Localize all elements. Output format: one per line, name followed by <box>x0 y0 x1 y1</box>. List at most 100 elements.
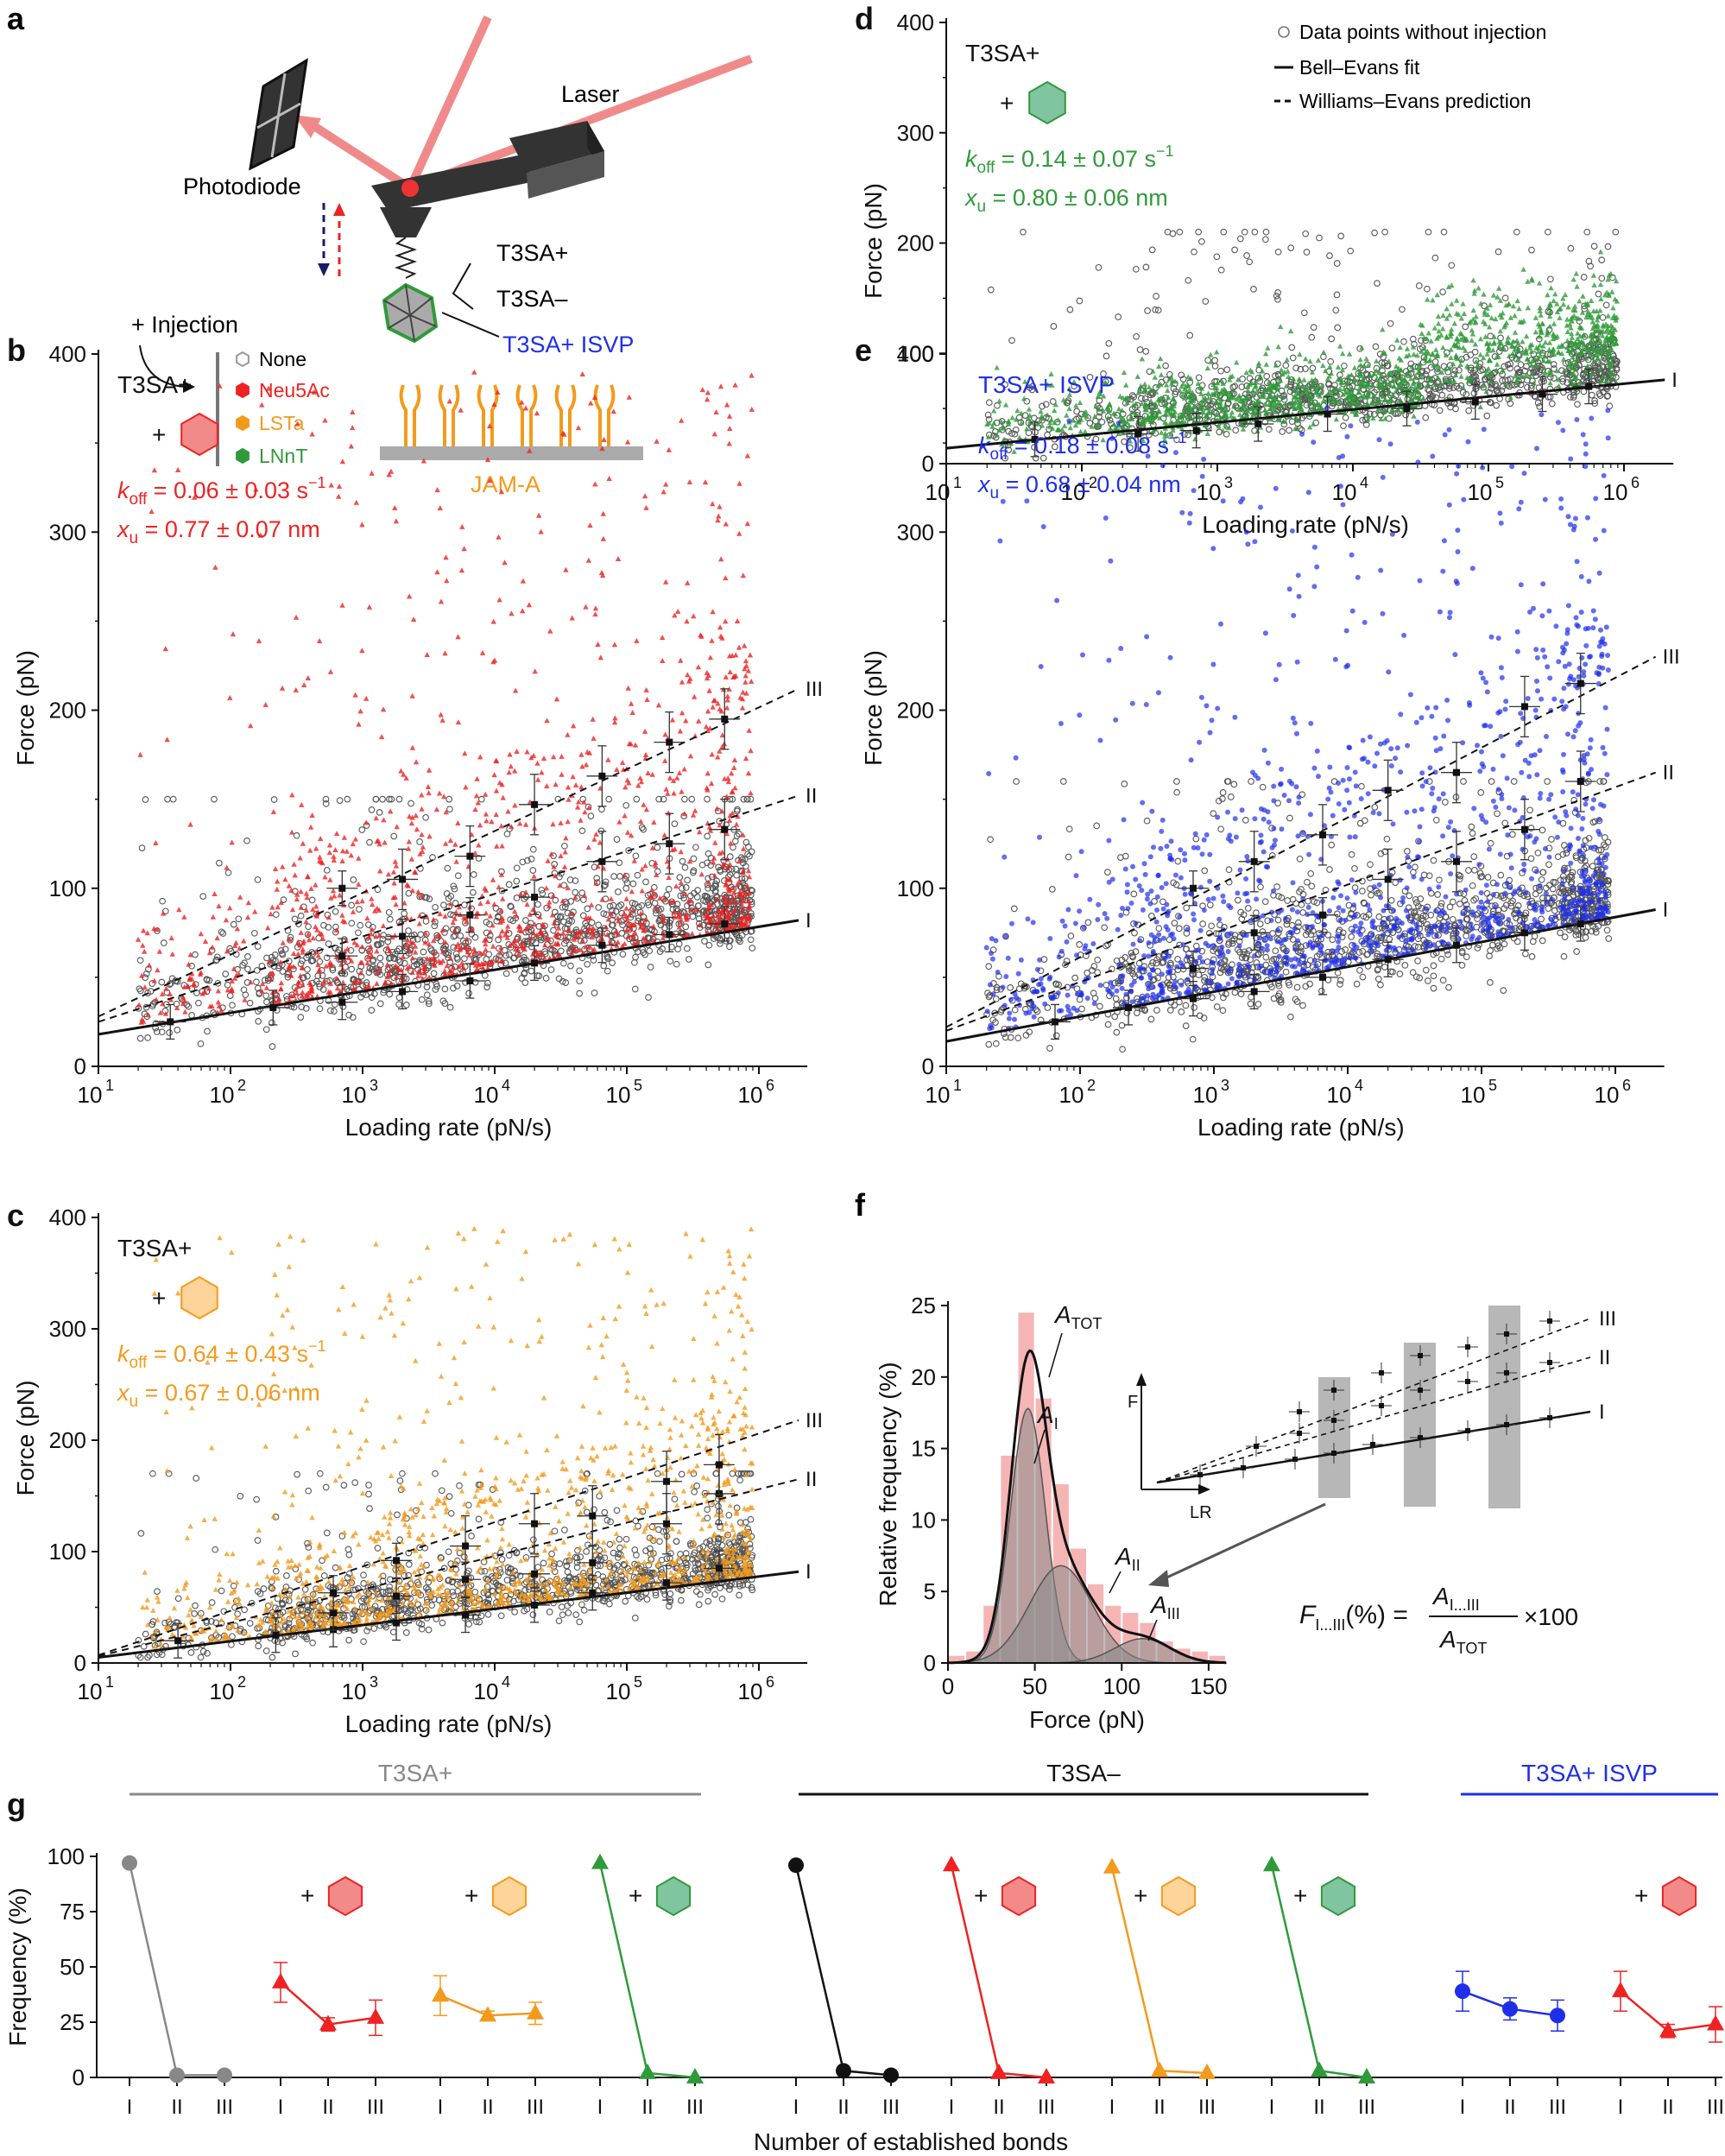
data-point-with-injection <box>1597 307 1603 313</box>
data-point-without-injection <box>584 960 591 968</box>
data-point-with-injection <box>717 383 724 389</box>
data-point-with-injection <box>463 784 469 790</box>
injection-hex-icon <box>1028 80 1066 125</box>
scatter-cloud <box>984 228 1621 462</box>
data-point-with-injection <box>326 850 332 856</box>
data-point-without-injection <box>348 920 356 927</box>
data-point-with-injection <box>1280 418 1286 424</box>
data-point-with-injection <box>223 917 230 923</box>
data-point-with-injection <box>155 967 161 973</box>
data-point-with-injection <box>578 817 584 823</box>
data-point-with-injection <box>1254 397 1261 403</box>
data-point-with-injection <box>570 723 577 729</box>
data-point-without-injection <box>1492 381 1499 388</box>
data-point-without-injection <box>323 867 331 874</box>
data-point-with-injection <box>748 790 754 796</box>
data-point-with-injection <box>1321 349 1327 355</box>
data-point-without-injection <box>1598 275 1606 282</box>
data-point-with-injection <box>1150 368 1156 374</box>
data-point-with-injection <box>1537 333 1543 339</box>
data-point-with-injection <box>1187 428 1193 434</box>
data-point-with-injection <box>1274 392 1280 398</box>
data-point-with-injection <box>1287 401 1293 407</box>
data-point-without-injection <box>454 872 462 880</box>
data-point-with-injection <box>1268 388 1274 394</box>
data-point-with-injection <box>455 820 461 825</box>
data-point-with-injection <box>444 578 450 584</box>
data-point-with-injection <box>1424 336 1430 341</box>
data-point-with-injection <box>1449 282 1455 288</box>
data-point-with-injection <box>550 821 556 827</box>
data-point-with-injection <box>1536 280 1543 286</box>
data-point-with-injection <box>1488 378 1494 384</box>
data-point-with-injection <box>1109 379 1115 385</box>
data-point-with-injection <box>551 920 558 926</box>
data-point-with-injection <box>641 728 648 734</box>
data-point-with-injection <box>496 597 502 603</box>
data-point-with-injection <box>732 785 738 791</box>
data-point-with-injection <box>1460 345 1466 351</box>
data-point-with-injection <box>400 954 406 960</box>
data-point-with-injection <box>1542 339 1549 345</box>
data-point-with-injection <box>1148 387 1154 393</box>
data-point-with-injection <box>1513 377 1520 383</box>
data-point-without-injection <box>1292 364 1299 372</box>
data-point-with-injection <box>265 925 271 931</box>
data-point-with-injection <box>1451 320 1457 326</box>
data-point-without-injection <box>1334 324 1342 332</box>
data-point-without-injection <box>1316 234 1323 242</box>
data-point-with-injection <box>1605 313 1611 319</box>
data-point-without-injection <box>1279 428 1286 435</box>
data-point-with-injection <box>398 768 404 774</box>
data-point-with-injection <box>723 521 729 527</box>
data-point-with-injection <box>712 839 718 845</box>
data-point-without-injection <box>1302 365 1309 372</box>
data-point-with-injection <box>274 886 280 892</box>
data-point-with-injection <box>318 836 324 841</box>
data-point-without-injection <box>1011 430 1019 438</box>
data-point-with-injection <box>742 679 749 685</box>
data-point-with-injection <box>293 614 300 620</box>
data-point-without-injection <box>1590 243 1598 250</box>
data-point-with-injection <box>1315 391 1321 397</box>
data-point-without-injection <box>1513 228 1520 236</box>
data-point-with-injection <box>561 863 568 869</box>
data-point-without-injection <box>158 978 166 986</box>
data-point-with-injection <box>585 557 592 563</box>
data-point-with-injection <box>583 604 589 610</box>
data-point-without-injection <box>1423 367 1431 375</box>
data-point-with-injection <box>160 910 167 916</box>
data-point-with-injection <box>1400 408 1406 414</box>
cantilever-icon <box>371 121 604 237</box>
data-point-with-injection <box>675 608 681 614</box>
data-point-without-injection <box>195 999 202 1007</box>
data-point-without-injection <box>671 820 679 827</box>
data-point-with-injection <box>1534 356 1540 362</box>
data-point-with-injection <box>1551 298 1557 304</box>
data-point-with-injection <box>632 929 638 935</box>
data-point-with-injection <box>1532 314 1539 320</box>
data-point-with-injection <box>1409 364 1415 370</box>
data-point-with-injection <box>1475 285 1482 291</box>
data-point-with-injection <box>603 924 610 930</box>
data-point-with-injection <box>572 782 579 787</box>
data-point-with-injection <box>305 675 311 680</box>
data-point-with-injection <box>443 840 449 846</box>
data-point-with-injection <box>1609 288 1615 294</box>
data-point-without-injection <box>1388 345 1396 351</box>
data-point-without-injection <box>646 947 654 955</box>
data-point-without-injection <box>567 962 574 970</box>
data-point-without-injection <box>502 952 510 959</box>
jam-a-receptor-icon <box>438 384 460 446</box>
data-point-with-injection <box>1538 312 1544 318</box>
data-point-with-injection <box>303 919 309 925</box>
data-point-without-injection <box>552 896 559 904</box>
data-point-with-injection <box>689 931 695 937</box>
data-point-without-injection <box>253 967 261 974</box>
data-point-with-injection <box>1197 403 1203 409</box>
data-point-with-injection <box>1157 356 1164 362</box>
data-point-with-injection <box>1564 345 1570 351</box>
data-point-with-injection <box>348 443 355 449</box>
data-point-with-injection <box>1239 406 1245 411</box>
data-point-with-injection <box>1568 325 1574 331</box>
